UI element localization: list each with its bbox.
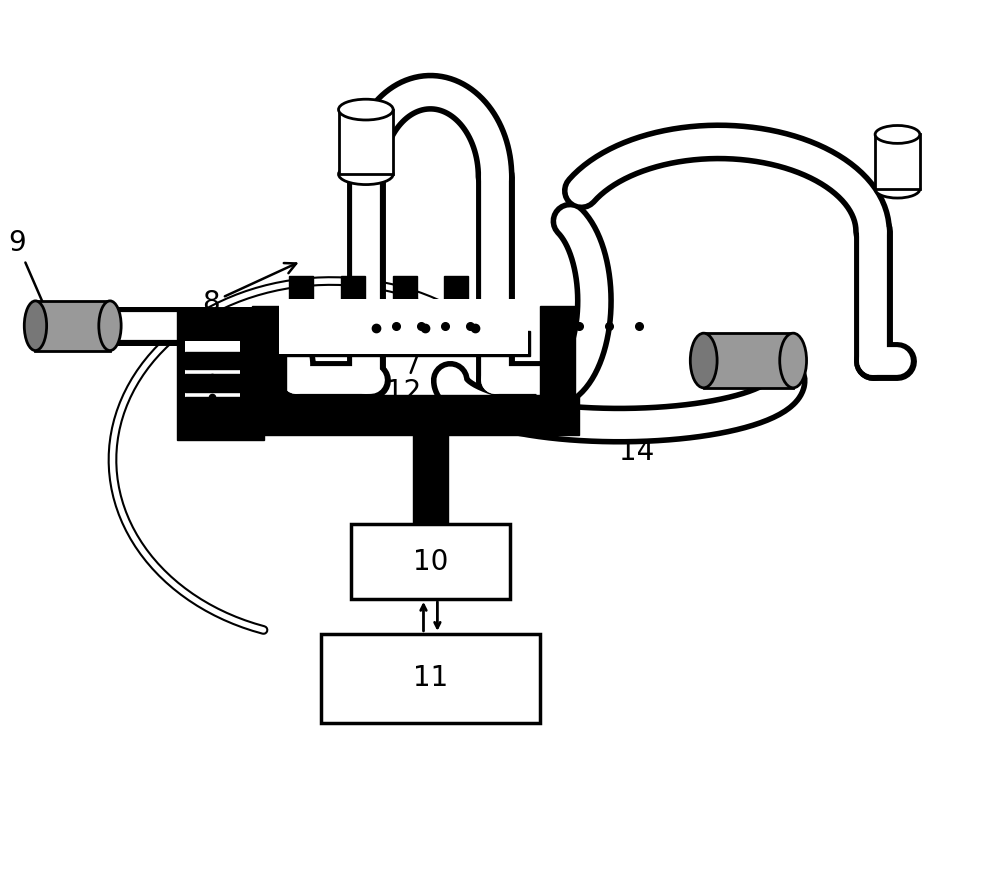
Bar [413, 415, 448, 564]
Bar [185, 374, 240, 392]
Text: 14: 14 [554, 399, 654, 466]
Text: 9: 9 [8, 229, 51, 320]
Ellipse shape [875, 180, 920, 198]
Text: 10: 10 [413, 547, 448, 576]
Bar [351, 524, 510, 599]
Bar [289, 276, 313, 331]
Ellipse shape [99, 301, 121, 350]
Bar [185, 397, 240, 415]
Text: 11: 11 [413, 664, 448, 693]
Ellipse shape [339, 99, 393, 120]
Bar [321, 634, 540, 723]
Ellipse shape [875, 126, 920, 143]
Bar [177, 311, 264, 440]
Bar [276, 331, 530, 356]
Bar [339, 110, 393, 174]
Bar [875, 135, 920, 189]
Bar [185, 352, 240, 370]
Bar [444, 276, 468, 331]
Bar [252, 395, 579, 435]
Ellipse shape [780, 334, 807, 388]
Ellipse shape [339, 164, 393, 185]
Bar [341, 276, 365, 331]
Bar [540, 306, 575, 395]
Text: 12: 12 [386, 326, 430, 407]
Bar [704, 334, 793, 388]
Bar [185, 341, 240, 410]
Bar [252, 306, 286, 395]
Text: 8: 8 [202, 263, 296, 317]
Bar [35, 301, 110, 350]
Ellipse shape [690, 334, 717, 388]
Bar [252, 395, 264, 435]
Bar [393, 276, 417, 331]
Bar [279, 299, 528, 354]
Ellipse shape [24, 301, 47, 350]
